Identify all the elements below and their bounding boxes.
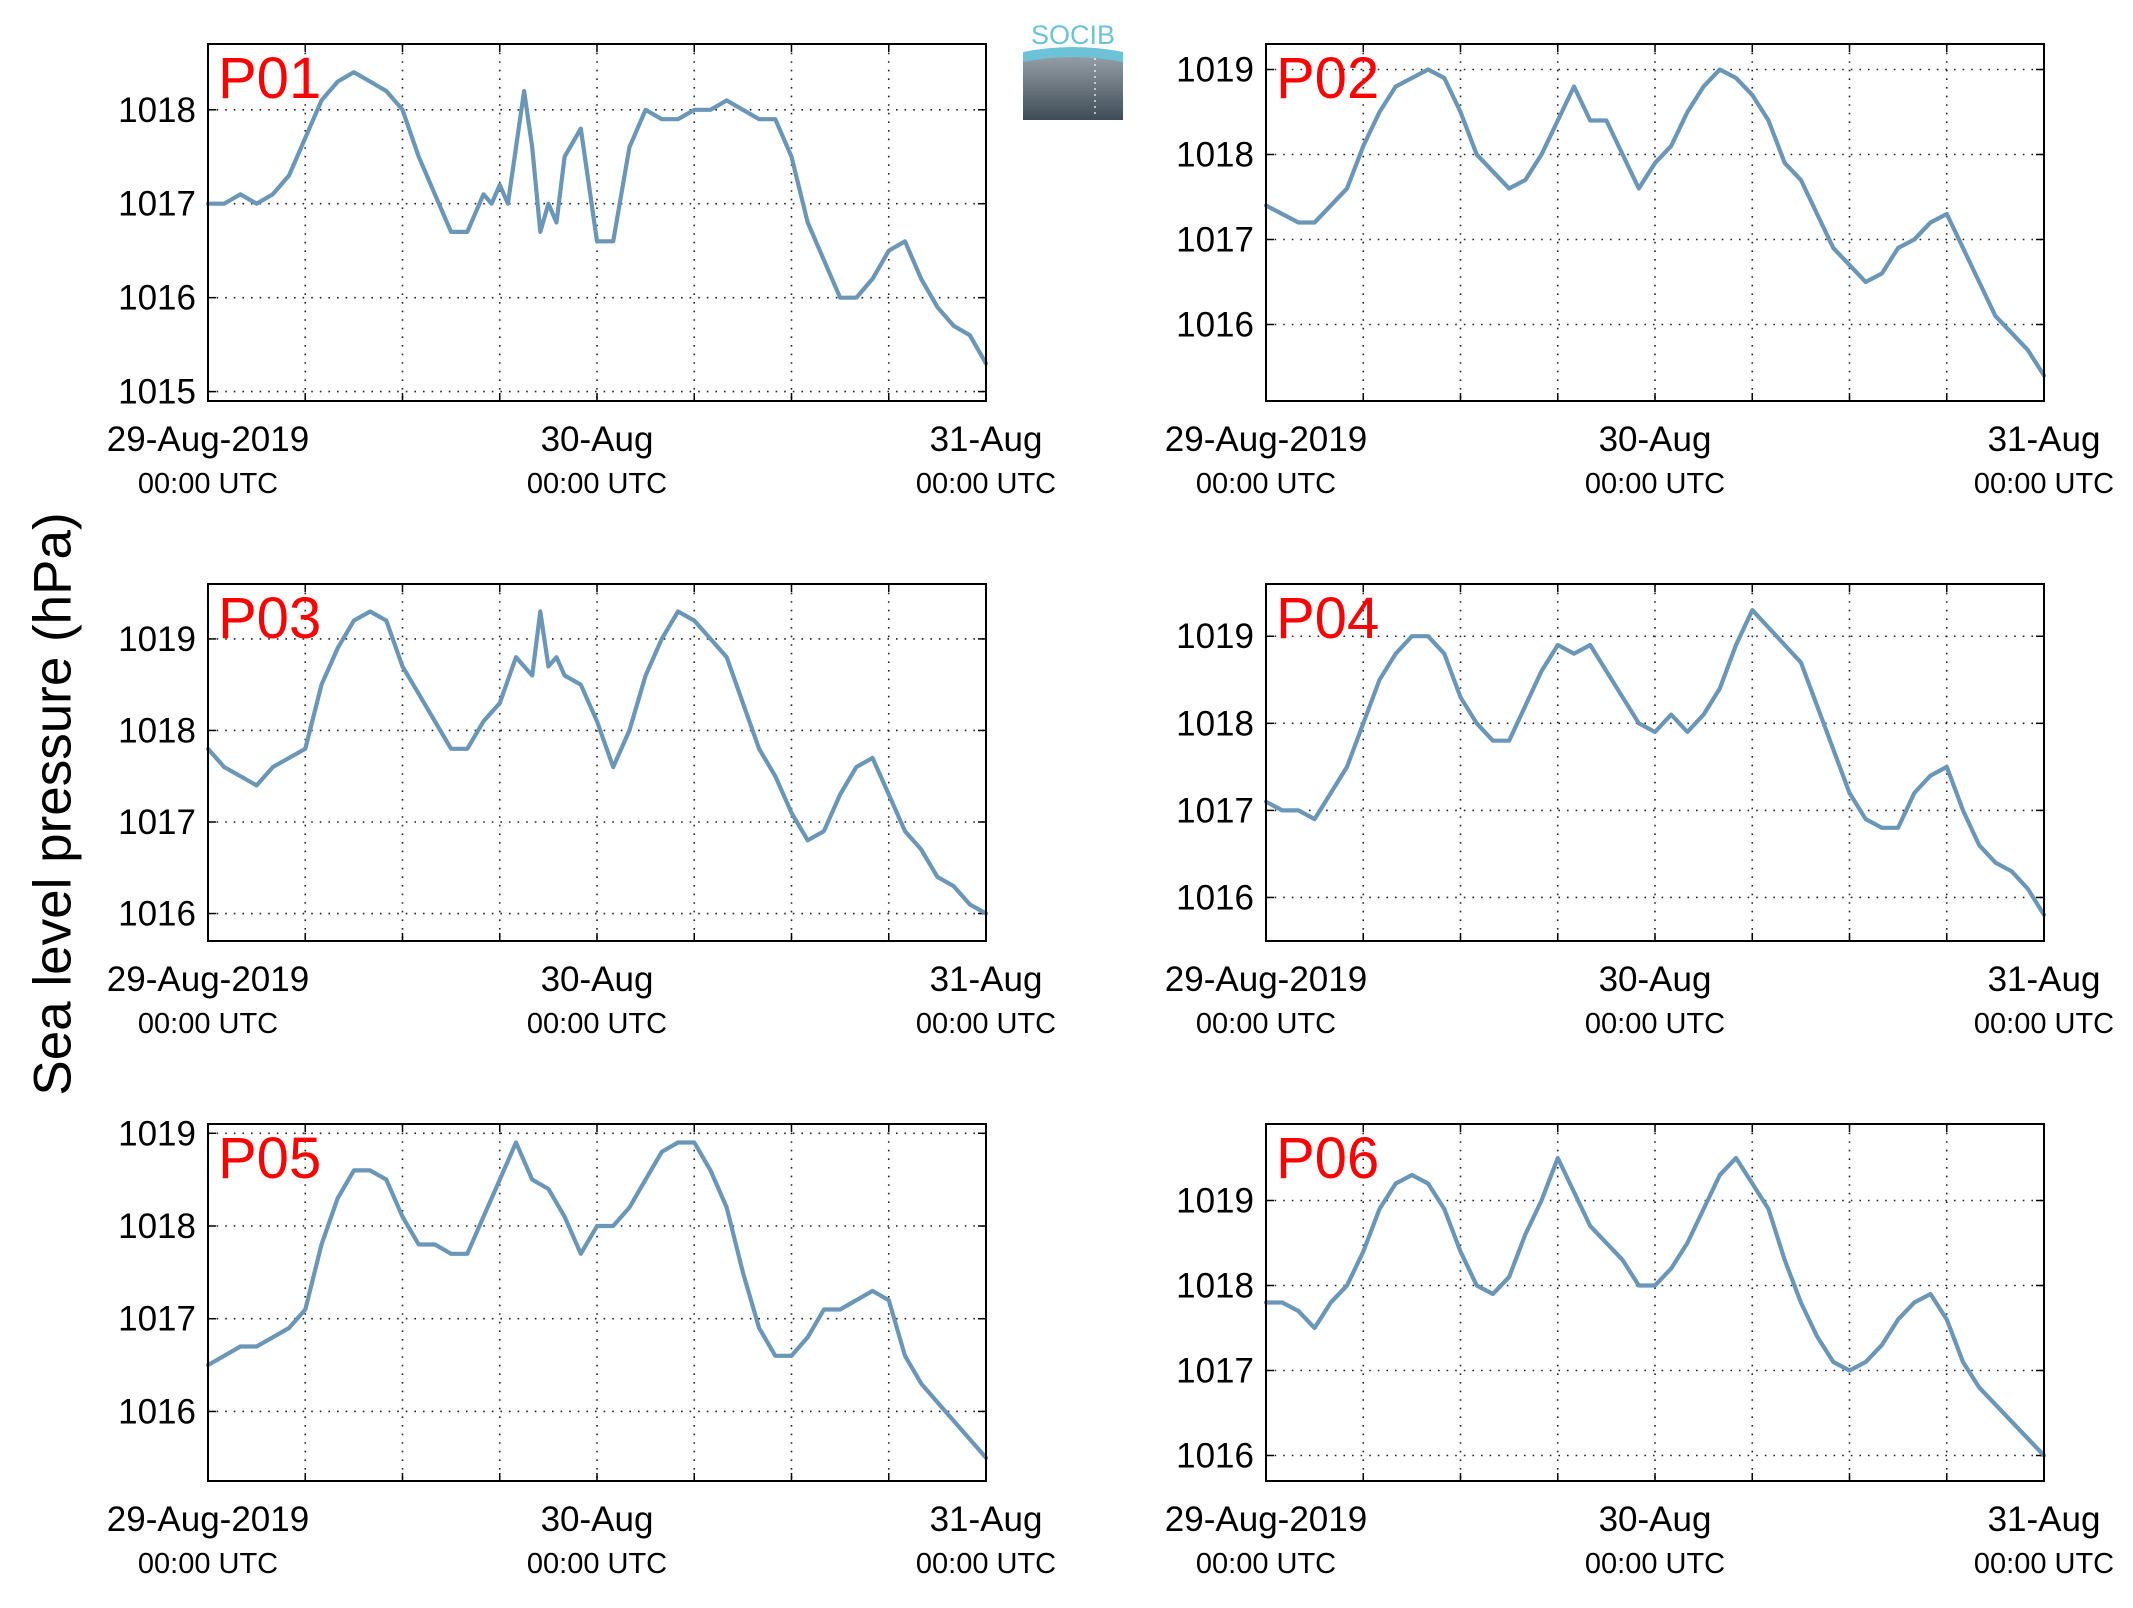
y-tick-label: 1016 [118, 1392, 196, 1431]
y-tick-label: 1019 [118, 620, 196, 659]
x-tick-sublabel: 00:00 UTC [1196, 1548, 1336, 1580]
x-tick-label: 30-Aug [541, 1500, 654, 1539]
pressure-line [1263, 67, 2047, 378]
x-tick-label: 31-Aug [1988, 1500, 2101, 1539]
y-tick-label: 1018 [1176, 704, 1254, 743]
y-tick-label: 1018 [1176, 1267, 1254, 1306]
x-tick-label: 31-Aug [1988, 960, 2101, 999]
y-tick-label: 1017 [118, 803, 196, 842]
x-tick-label: 30-Aug [541, 420, 654, 459]
panel-p03: 1016 1017 1018 1019 29-Aug-2019 00:00 UTC 30-A… [107, 583, 1056, 1040]
x-tick-sublabel: 00:00 UTC [1974, 468, 2114, 500]
x-tick-label: 29-Aug-2019 [1165, 420, 1367, 459]
y-tick-label: 1017 [118, 1300, 196, 1339]
y-tick-label: 1018 [118, 711, 196, 750]
y-tick-label: 1019 [1176, 617, 1254, 656]
x-tick-label: 29-Aug-2019 [1165, 960, 1367, 999]
axes-frame [1265, 43, 2045, 402]
x-tick-sublabel: 00:00 UTC [527, 1548, 667, 1580]
y-tick-label: 1016 [1176, 1437, 1254, 1476]
x-tick-sublabel: 00:00 UTC [1196, 468, 1336, 500]
x-tick-label: 31-Aug [930, 1500, 1043, 1539]
panel-label: P01 [218, 46, 321, 111]
y-tick-label: 1018 [118, 91, 196, 130]
x-tick-label: 30-Aug [541, 960, 654, 999]
x-tick-label: 29-Aug-2019 [107, 960, 309, 999]
x-tick-sublabel: 00:00 UTC [138, 1548, 278, 1580]
y-tick-label: 1015 [118, 373, 196, 412]
x-tick-sublabel: 00:00 UTC [527, 468, 667, 500]
panel-p06: 1016 1017 1018 1019 29-Aug-2019 00:00 UTC 30-A… [1165, 1123, 2114, 1580]
x-tick-label: 30-Aug [1599, 960, 1712, 999]
panel-p04: 1016 1017 1018 1019 29-Aug-2019 00:00 UTC 30-A… [1165, 583, 2114, 1040]
y-tick-label: 1016 [118, 279, 196, 318]
panel-p05: 1016 1017 1018 1019 29-Aug-2019 00:00 UTC 30-A… [107, 1114, 1056, 1580]
x-tick-sublabel: 00:00 UTC [138, 468, 278, 500]
x-tick-label: 31-Aug [1988, 420, 2101, 459]
y-tick-label: 1019 [118, 1114, 196, 1153]
y-tick-label: 1018 [118, 1207, 196, 1246]
y-tick-label: 1017 [1176, 1352, 1254, 1391]
panel-label: P02 [1276, 46, 1379, 111]
x-tick-sublabel: 00:00 UTC [138, 1008, 278, 1040]
axes-frame [1265, 1123, 2045, 1482]
x-tick-sublabel: 00:00 UTC [527, 1008, 667, 1040]
panel-p02: 1016 1017 1018 1019 29-Aug-2019 00:00 UTC 30-A… [1165, 43, 2114, 500]
y-tick-label: 1018 [1176, 136, 1254, 175]
pressure-line [1263, 1155, 2047, 1458]
x-tick-sublabel: 00:00 UTC [1196, 1008, 1336, 1040]
axes-frame [207, 583, 987, 942]
x-tick-sublabel: 00:00 UTC [1585, 1008, 1725, 1040]
x-tick-label: 30-Aug [1599, 1500, 1712, 1539]
y-tick-label: 1016 [118, 895, 196, 934]
y-tick-label: 1017 [118, 185, 196, 224]
y-tick-label: 1017 [1176, 791, 1254, 830]
axes-frame [207, 1123, 987, 1482]
x-tick-label: 29-Aug-2019 [1165, 1500, 1367, 1539]
x-tick-sublabel: 00:00 UTC [1974, 1548, 2114, 1580]
x-tick-label: 29-Aug-2019 [107, 420, 309, 459]
panel-label: P06 [1276, 1126, 1379, 1191]
panel-label: P04 [1276, 586, 1379, 651]
x-tick-label: 31-Aug [930, 960, 1043, 999]
x-tick-sublabel: 00:00 UTC [1585, 1548, 1725, 1580]
x-tick-sublabel: 00:00 UTC [916, 468, 1056, 500]
x-tick-label: 31-Aug [930, 420, 1043, 459]
x-tick-sublabel: 00:00 UTC [916, 1008, 1056, 1040]
axes-frame [207, 43, 987, 402]
y-tick-label: 1019 [1176, 1182, 1254, 1221]
pressure-line [205, 609, 989, 916]
y-tick-label: 1016 [1176, 306, 1254, 345]
x-tick-sublabel: 00:00 UTC [1974, 1008, 2114, 1040]
pressure-line [1263, 608, 2047, 917]
y-tick-label: 1016 [1176, 878, 1254, 917]
x-tick-sublabel: 00:00 UTC [1585, 468, 1725, 500]
x-tick-label: 29-Aug-2019 [107, 1500, 309, 1539]
socib-logo: SOCIB [1023, 20, 1123, 120]
panel-p01: 1015 1016 1017 1018 29-Aug-2019 00:00 UTC 30-A… [107, 43, 1056, 500]
pressure-line [205, 1140, 989, 1460]
panel-label: P05 [218, 1126, 321, 1191]
y-tick-label: 1019 [1176, 51, 1254, 90]
pressure-line [205, 70, 989, 366]
panel-label: P03 [218, 586, 321, 651]
y-tick-label: 1017 [1176, 221, 1254, 260]
x-tick-sublabel: 00:00 UTC [916, 1548, 1056, 1580]
x-tick-label: 30-Aug [1599, 420, 1712, 459]
logo-text: SOCIB [1031, 20, 1115, 50]
axes-frame [1265, 583, 2045, 942]
